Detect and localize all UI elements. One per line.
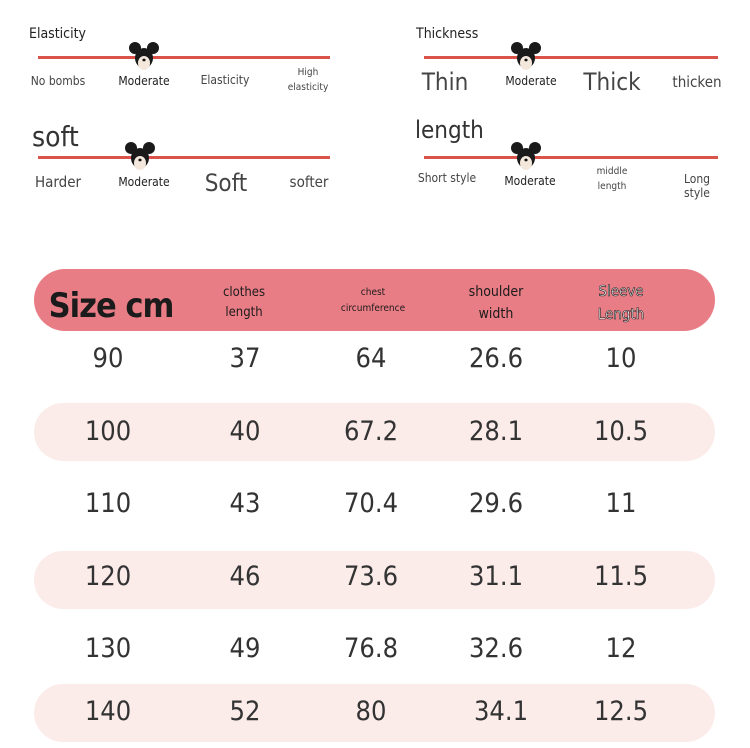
gauge-line bbox=[38, 156, 330, 159]
table-cell: 12.5 bbox=[593, 696, 649, 727]
table-cell: 73.6 bbox=[343, 561, 399, 592]
table-cell: 100 bbox=[84, 416, 132, 447]
gauge-option: softer bbox=[289, 173, 329, 191]
table-cell: 140 bbox=[84, 696, 132, 727]
table-header-size: Size cm bbox=[48, 286, 175, 326]
gauge-option: Thin bbox=[421, 68, 469, 96]
gauge-option-selected: Moderate bbox=[505, 74, 557, 88]
table-cell: 32.6 bbox=[468, 633, 524, 664]
table-cell: 34.1 bbox=[473, 696, 529, 727]
table-header-clothes-length: clothes length bbox=[222, 285, 266, 320]
row-band bbox=[34, 551, 715, 609]
gauge-option: Long style bbox=[683, 172, 711, 200]
mouse-head-icon bbox=[129, 40, 159, 76]
table-cell: 52 bbox=[229, 696, 261, 727]
gauge-title: length bbox=[415, 116, 484, 144]
table-cell: 120 bbox=[84, 561, 132, 592]
gauge-option: Elasticity bbox=[200, 73, 250, 87]
gauge-option: thicken bbox=[672, 73, 722, 91]
gauge-option: Soft bbox=[204, 169, 248, 197]
mouse-head-icon bbox=[125, 140, 155, 176]
gauge-option: No bombs bbox=[30, 74, 86, 88]
gauge-option-selected: Moderate bbox=[118, 74, 170, 88]
gauge-option: middle length bbox=[596, 166, 628, 192]
table-header-band bbox=[34, 269, 715, 331]
gauge-option: Harder bbox=[34, 173, 82, 191]
table-cell: 31.1 bbox=[468, 561, 524, 592]
table-cell: 29.6 bbox=[468, 488, 524, 519]
mouse-head-icon bbox=[511, 40, 541, 76]
table-cell: 11.5 bbox=[593, 561, 649, 592]
gauge-title: soft bbox=[32, 120, 79, 153]
table-header-chest-circumference: chest circumference bbox=[340, 287, 406, 314]
table-cell: 49 bbox=[229, 633, 261, 664]
gauge-title: Thickness bbox=[416, 26, 479, 42]
table-cell: 90 bbox=[92, 343, 124, 374]
table-cell: 40 bbox=[229, 416, 261, 447]
gauge-line bbox=[38, 56, 330, 59]
table-cell: 28.1 bbox=[468, 416, 524, 447]
mouse-head-icon bbox=[511, 140, 541, 176]
gauge-option-selected: Moderate bbox=[504, 174, 556, 188]
table-cell: 37 bbox=[229, 343, 261, 374]
table-header-sleeve-length: Sleeve Length bbox=[597, 282, 645, 324]
table-cell: 64 bbox=[355, 343, 387, 374]
table-cell: 10.5 bbox=[593, 416, 649, 447]
table-cell: 12 bbox=[605, 633, 637, 664]
gauge-option: Short style bbox=[417, 171, 477, 185]
table-cell: 130 bbox=[84, 633, 132, 664]
table-cell: 80 bbox=[355, 696, 387, 727]
table-cell: 26.6 bbox=[468, 343, 524, 374]
row-band bbox=[34, 403, 715, 461]
table-cell: 43 bbox=[229, 488, 261, 519]
gauge-option: High elasticity bbox=[287, 67, 329, 93]
table-cell: 11 bbox=[605, 488, 637, 519]
gauge-option-selected: Moderate bbox=[118, 175, 170, 189]
gauge-line bbox=[424, 156, 718, 159]
row-band bbox=[34, 684, 715, 742]
table-cell: 46 bbox=[229, 561, 261, 592]
table-cell: 110 bbox=[84, 488, 132, 519]
table-cell: 76.8 bbox=[343, 633, 399, 664]
gauge-line bbox=[424, 56, 718, 59]
gauge-option: Thick bbox=[583, 68, 641, 96]
gauge-title: Elasticity bbox=[29, 26, 86, 42]
table-header-shoulder-width: shoulder width bbox=[468, 284, 524, 322]
table-cell: 70.4 bbox=[343, 488, 399, 519]
table-cell: 10 bbox=[605, 343, 637, 374]
table-cell: 67.2 bbox=[343, 416, 399, 447]
